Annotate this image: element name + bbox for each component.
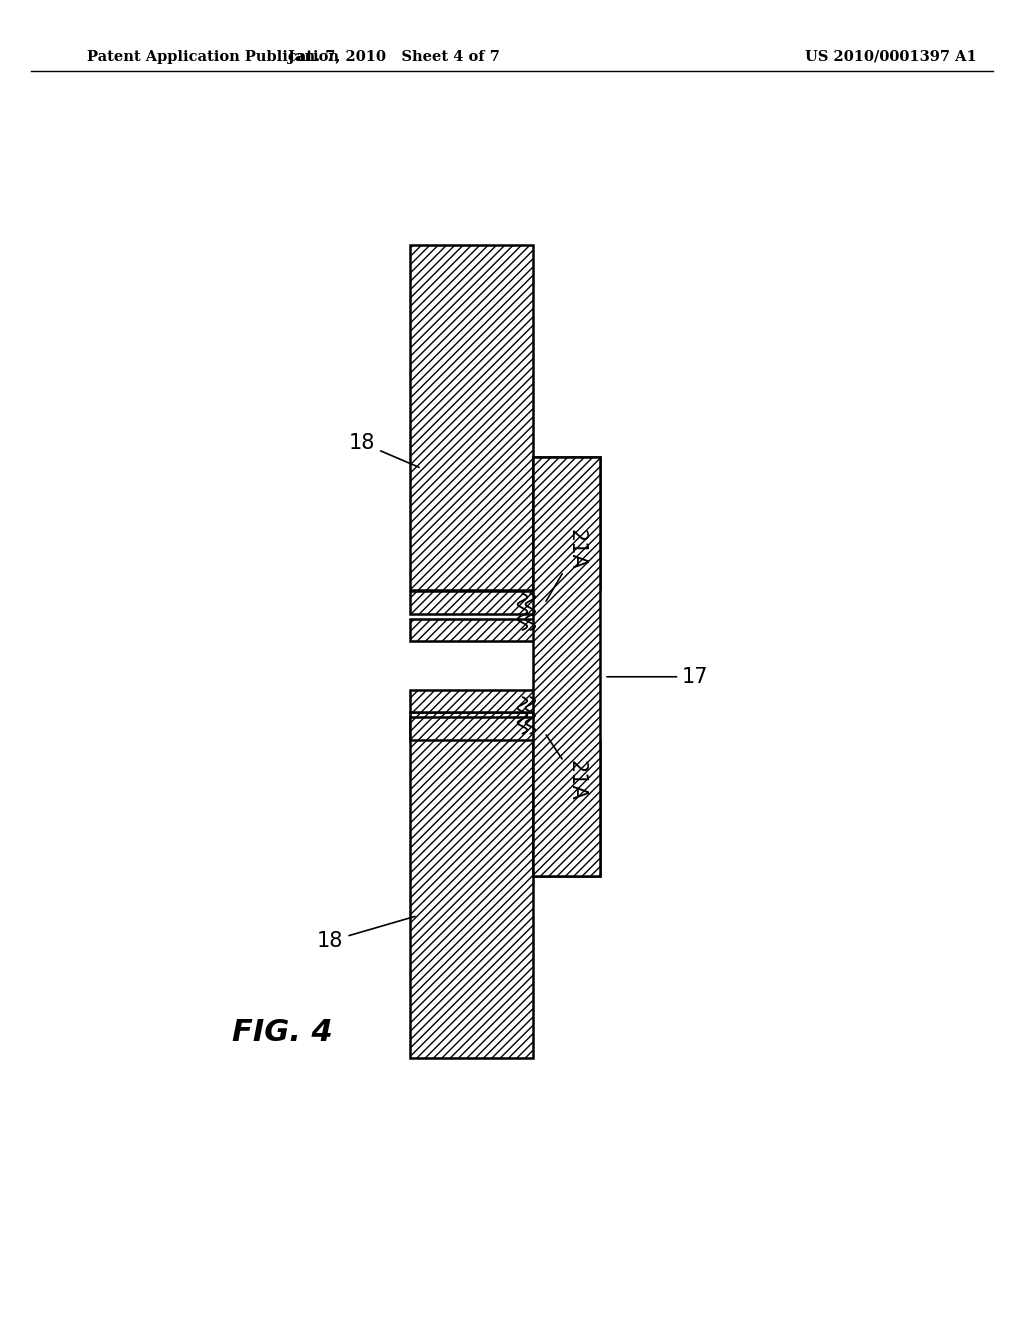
Text: 21A: 21A	[546, 735, 587, 801]
Text: FIG. 4: FIG. 4	[232, 1018, 333, 1047]
Bar	[410, 244, 532, 590]
Text: Patent Application Publication: Patent Application Publication	[87, 50, 339, 63]
Bar	[532, 457, 600, 589]
Text: 21A: 21A	[546, 529, 587, 601]
Bar	[410, 713, 532, 1057]
Bar	[410, 619, 596, 642]
Text: 18: 18	[317, 916, 415, 950]
Text: Jan. 7, 2010   Sheet 4 of 7: Jan. 7, 2010 Sheet 4 of 7	[289, 50, 500, 63]
Bar	[410, 718, 596, 739]
Bar	[532, 457, 600, 876]
Bar	[410, 690, 596, 713]
Bar	[532, 741, 600, 876]
Text: US 2010/0001397 A1: US 2010/0001397 A1	[805, 50, 977, 63]
Text: 17: 17	[607, 667, 709, 686]
Text: 18: 18	[349, 433, 419, 467]
Bar	[410, 591, 596, 614]
